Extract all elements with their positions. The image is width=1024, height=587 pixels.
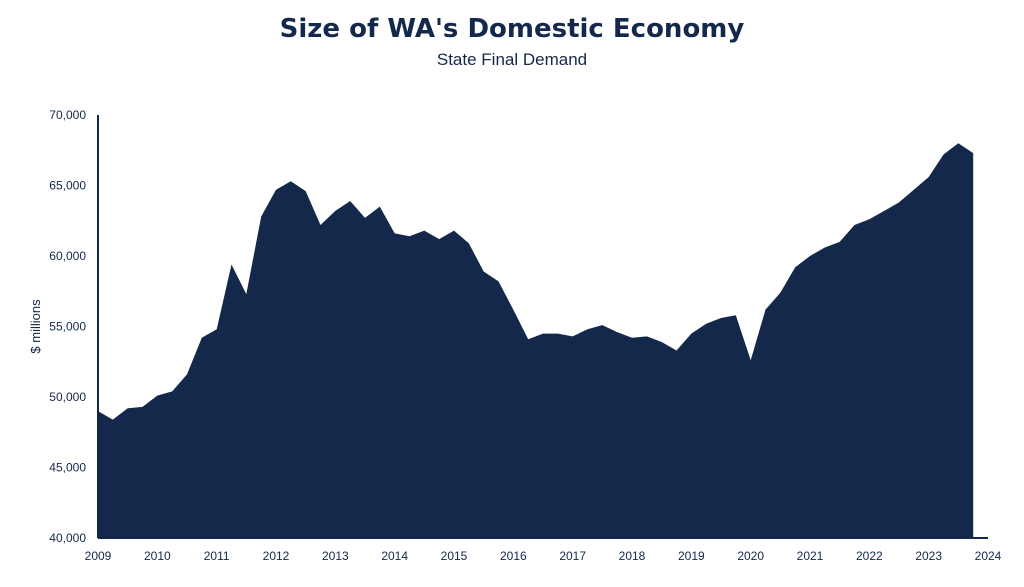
x-tick-label: 2022 bbox=[856, 549, 883, 563]
y-axis-label: $ millions bbox=[28, 299, 43, 354]
y-tick-label: 40,000 bbox=[49, 531, 86, 545]
x-tick-label: 2011 bbox=[204, 549, 230, 563]
x-tick-label: 2024 bbox=[975, 549, 1002, 563]
x-tick-labels: 2009 2010 2011 2012 2013 2014 2015 2016 2017 2018… bbox=[85, 549, 1002, 563]
area-series bbox=[98, 143, 974, 538]
x-tick-label: 2014 bbox=[381, 549, 408, 563]
chart-title: Size of WA's Domestic Economy bbox=[279, 14, 745, 44]
chart-subtitle: State Final Demand bbox=[436, 50, 588, 69]
y-tick-labels: 40,000 45,000 50,000 55,000 60,000 65,000 70,0… bbox=[49, 108, 86, 545]
x-tick-label: 2009 bbox=[85, 549, 112, 563]
x-tick-label: 2023 bbox=[915, 549, 942, 563]
y-tick-label: 45,000 bbox=[49, 461, 86, 475]
x-tick-label: 2020 bbox=[737, 549, 764, 563]
x-tick-label: 2019 bbox=[678, 549, 705, 563]
y-tick-label: 70,000 bbox=[49, 108, 86, 122]
y-tick-label: 65,000 bbox=[49, 179, 86, 193]
x-tick-label: 2018 bbox=[619, 549, 646, 563]
x-tick-label: 2013 bbox=[322, 549, 349, 563]
x-tick-label: 2012 bbox=[263, 549, 290, 563]
x-tick-label: 2010 bbox=[144, 549, 171, 563]
y-tick-label: 55,000 bbox=[49, 320, 86, 334]
x-tick-label: 2017 bbox=[559, 549, 586, 563]
y-tick-label: 50,000 bbox=[49, 390, 86, 404]
y-tick-label: 60,000 bbox=[49, 249, 86, 263]
x-tick-label: 2016 bbox=[500, 549, 527, 563]
x-tick-label: 2021 bbox=[797, 549, 824, 563]
x-tick-label: 2015 bbox=[441, 549, 468, 563]
